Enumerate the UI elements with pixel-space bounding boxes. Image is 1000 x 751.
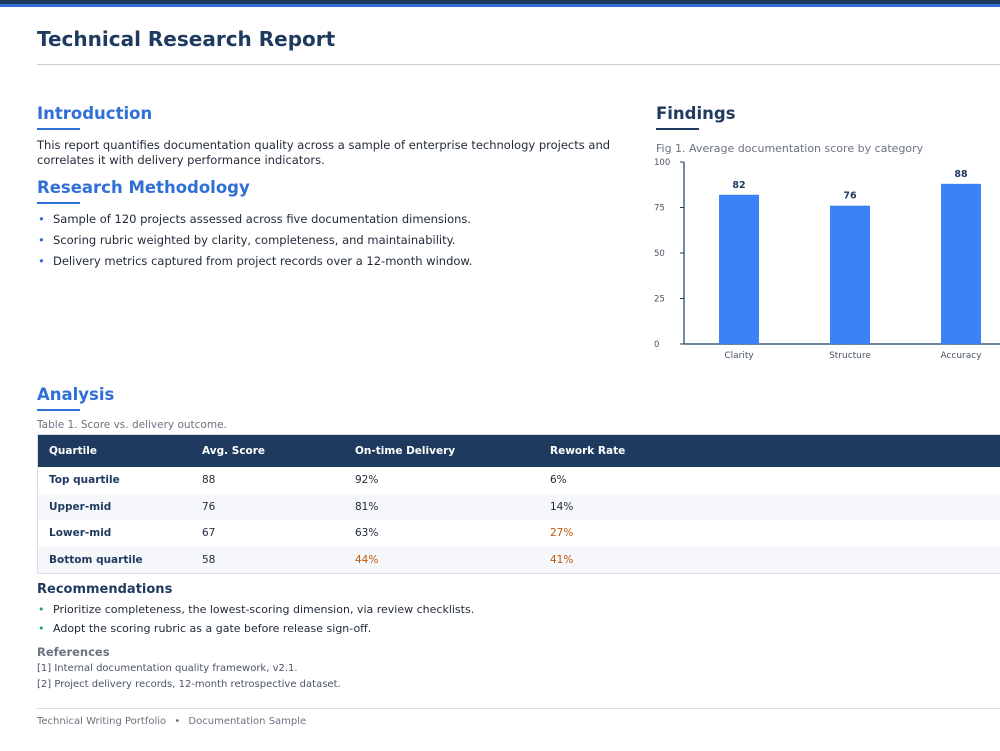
y-tick-label: 75	[654, 204, 665, 214]
recommendations-heading: Recommendations	[37, 582, 173, 597]
methodology-heading: Research Methodology	[37, 178, 250, 197]
bar-value-label: 88	[954, 169, 968, 180]
recommendation-item: • Prioritize completeness, the lowest-sco…	[37, 603, 474, 622]
bullet-dot-icon: •	[38, 622, 45, 635]
score-cell: 76	[191, 493, 344, 520]
introduction-heading: Introduction	[37, 104, 153, 123]
column-header: Quartile	[38, 435, 191, 467]
recommendation-item-text: Adopt the scoring rubric as a gate befor…	[53, 622, 372, 635]
quartile-cell: Bottom quartile	[38, 546, 191, 573]
bar-chart: 0 25 50 75 100 82 Clarity 76 Structure 88 Accuracy	[654, 158, 1000, 361]
footer-sample-label: Documentation Sample	[188, 716, 307, 727]
bullet-dot-icon: •	[38, 603, 45, 616]
bar-accuracy	[941, 183, 981, 344]
findings-heading-underline	[656, 128, 699, 130]
column-header: Rework Rate	[539, 435, 1000, 467]
x-tick-label: Clarity	[724, 351, 754, 361]
analysis-heading: Analysis	[37, 385, 115, 404]
reference-item: [1] Internal documentation quality frame…	[37, 663, 298, 674]
bullet-dot-icon: •	[38, 212, 45, 226]
methodology-item: • Scoring rubric weighted by clarity, com…	[37, 232, 472, 253]
methodology-item: • Sample of 120 projects assessed across …	[37, 211, 472, 232]
y-tick-label: 25	[654, 295, 665, 305]
footer-divider	[37, 708, 1000, 709]
introduction-heading-underline	[37, 128, 80, 130]
table-row: Lower-mid 67 63% 27%	[38, 520, 1000, 547]
methodology-list: • Sample of 120 projects assessed across …	[37, 211, 472, 274]
bar-value-label: 76	[843, 191, 857, 202]
bar-clarity	[719, 194, 759, 344]
methodology-heading-underline	[37, 202, 80, 204]
score-cell: 67	[202, 527, 216, 540]
recommendations-list: • Prioritize completeness, the lowest-sco…	[37, 603, 474, 641]
quartile-cell: Upper-mid	[38, 493, 191, 520]
top-accent-bar	[0, 0, 1000, 4]
top-accent-bar-secondary	[0, 4, 1000, 7]
y-tick-label: 0	[654, 340, 659, 350]
x-tick-label: Accuracy	[940, 351, 982, 361]
introduction-text: This report quantifies documentation qua…	[37, 138, 611, 167]
page-footer: Technical Writing Portfolio • Documentat…	[37, 716, 306, 727]
footer-separator: •	[174, 716, 181, 727]
bar-structure	[830, 205, 870, 344]
methodology-item-text: Scoring rubric weighted by clarity, comp…	[53, 233, 456, 247]
delivery-cell: 44%	[344, 546, 539, 573]
table-caption: Table 1. Score vs. delivery outcome.	[37, 419, 227, 431]
rework-cell: 27%	[550, 527, 574, 540]
title-divider	[37, 64, 1000, 65]
recommendation-item: • Adopt the scoring rubric as a gate befo…	[37, 622, 474, 641]
results-table-container: Quartile Avg. Score On-time Delivery Rew…	[37, 434, 1000, 574]
results-table: Quartile Avg. Score On-time Delivery Rew…	[38, 435, 1000, 573]
table-row: Top quartile 88 92% 6%	[38, 467, 1000, 494]
rework-cell: 14%	[539, 493, 1000, 520]
methodology-item-text: Delivery metrics captured from project r…	[53, 254, 473, 268]
column-header: On-time Delivery	[344, 435, 539, 467]
y-tick-label: 50	[654, 249, 665, 259]
score-cell: 58	[191, 546, 344, 573]
table-row: Bottom quartile 58 44% 41%	[38, 546, 1000, 573]
column-header: Avg. Score	[191, 435, 344, 467]
methodology-item: • Delivery metrics captured from project …	[37, 253, 472, 274]
score-cell: 88	[202, 474, 216, 487]
recommendation-item-text: Prioritize completeness, the lowest-scor…	[53, 603, 475, 616]
quartile-cell: Lower-mid	[49, 527, 112, 540]
reference-item: [2] Project delivery records, 12-month r…	[37, 679, 341, 690]
delivery-cell: 63%	[355, 527, 379, 540]
rework-cell: 41%	[539, 546, 1000, 573]
rework-cell: 6%	[550, 474, 567, 487]
findings-heading: Findings	[656, 104, 736, 123]
table-row: Upper-mid 76 81% 14%	[38, 493, 1000, 520]
y-tick-label: 100	[654, 158, 670, 168]
x-tick-label: Structure	[829, 351, 871, 361]
bullet-dot-icon: •	[38, 233, 45, 247]
references-heading: References	[37, 645, 110, 659]
delivery-cell: 81%	[344, 493, 539, 520]
delivery-cell: 92%	[355, 474, 379, 487]
analysis-heading-underline	[37, 409, 80, 411]
figure-caption: Fig 1. Average documentation score by ca…	[656, 142, 924, 155]
report-title: Technical Research Report	[37, 27, 336, 51]
bar-value-label: 82	[732, 180, 745, 191]
table-header-row: Quartile Avg. Score On-time Delivery Rew…	[38, 435, 1000, 467]
quartile-cell: Top quartile	[49, 474, 120, 487]
bullet-dot-icon: •	[38, 254, 45, 268]
methodology-item-text: Sample of 120 projects assessed across f…	[53, 212, 472, 226]
footer-portfolio-label: Technical Writing Portfolio	[37, 716, 167, 727]
